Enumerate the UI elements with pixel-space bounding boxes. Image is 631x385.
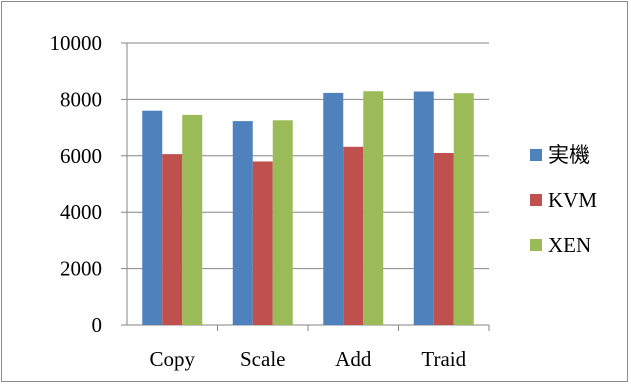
bar-traid-1 — [413, 91, 434, 325]
y-tick-label: 0 — [92, 313, 103, 337]
x-tick-label: Traid — [421, 347, 466, 371]
bar-traid-3 — [453, 93, 474, 325]
legend-swatch — [530, 194, 542, 206]
x-tick-label: Scale — [240, 347, 285, 371]
bar-scale-2 — [252, 161, 273, 325]
legend-label: KVM — [548, 188, 597, 212]
bar-traid-2 — [433, 152, 454, 325]
legend-label: 実機 — [548, 143, 590, 167]
legend-swatch — [530, 239, 542, 251]
bar-copy-1 — [142, 110, 163, 326]
bar-add-2 — [343, 146, 364, 325]
x-tick-label: Copy — [149, 347, 195, 371]
bar-scale-3 — [272, 120, 293, 325]
bar-copy-2 — [162, 154, 183, 325]
bar-add-3 — [363, 91, 384, 325]
y-tick-label: 8000 — [60, 87, 102, 111]
bar-copy-3 — [182, 114, 203, 325]
bar-add-1 — [323, 92, 344, 325]
y-tick-label: 2000 — [60, 257, 102, 281]
y-tick-label: 6000 — [60, 144, 102, 168]
bar-scale-1 — [232, 121, 253, 325]
legend-swatch — [530, 149, 542, 161]
y-tick-label: 10000 — [50, 31, 103, 55]
legend-label: XEN — [548, 233, 591, 257]
x-tick-label: Add — [335, 347, 372, 371]
y-tick-label: 4000 — [60, 200, 102, 224]
